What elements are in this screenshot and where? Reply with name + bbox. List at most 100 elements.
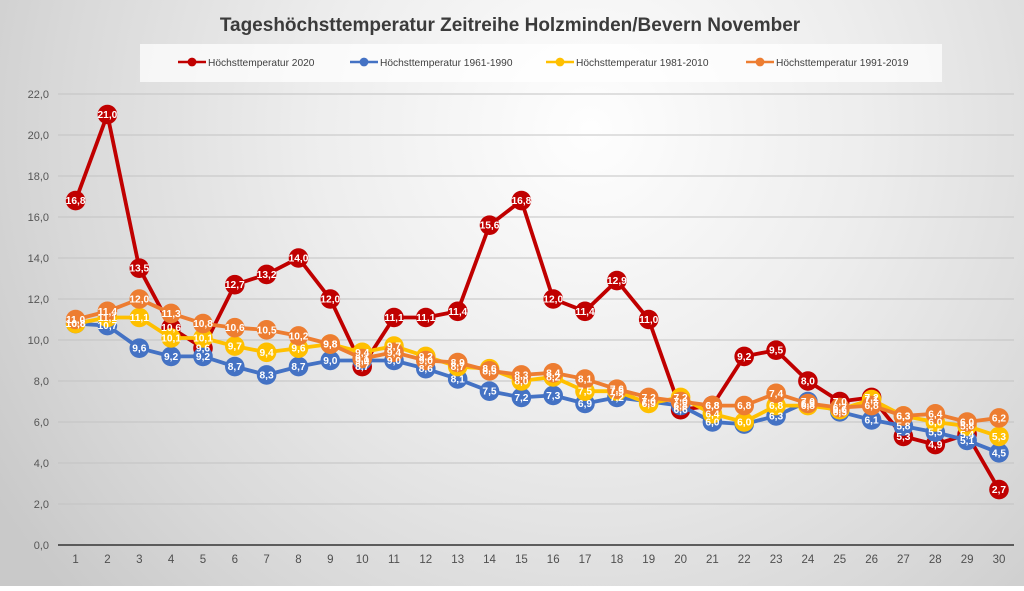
svg-text:12,0: 12,0	[543, 295, 563, 306]
svg-text:21: 21	[706, 554, 719, 566]
svg-text:8,6: 8,6	[482, 364, 496, 375]
svg-text:8,7: 8,7	[291, 362, 305, 373]
svg-text:11,1: 11,1	[416, 313, 436, 324]
svg-text:11,4: 11,4	[575, 307, 595, 318]
svg-text:6,3: 6,3	[896, 411, 910, 422]
svg-text:13,5: 13,5	[129, 264, 149, 275]
svg-text:9,2: 9,2	[737, 352, 751, 363]
svg-text:20: 20	[674, 554, 687, 566]
svg-text:14,0: 14,0	[289, 254, 309, 265]
svg-text:22,0: 22,0	[28, 89, 49, 101]
svg-text:5,3: 5,3	[992, 432, 1006, 443]
svg-text:11,1: 11,1	[98, 313, 118, 324]
svg-text:7,0: 7,0	[674, 397, 688, 408]
svg-text:Höchsttemperatur 1961-1990: Höchsttemperatur 1961-1990	[380, 58, 513, 69]
svg-text:4,5: 4,5	[992, 448, 1006, 459]
svg-text:8,4: 8,4	[546, 368, 560, 379]
svg-text:15,6: 15,6	[480, 221, 500, 232]
svg-text:7: 7	[263, 554, 269, 566]
svg-text:Höchsttemperatur 2020: Höchsttemperatur 2020	[208, 58, 315, 69]
svg-text:9,2: 9,2	[164, 352, 178, 363]
svg-text:8,1: 8,1	[578, 375, 592, 386]
svg-text:11,1: 11,1	[130, 313, 150, 324]
svg-text:9,8: 9,8	[323, 340, 337, 351]
svg-text:6,8: 6,8	[801, 401, 815, 412]
svg-text:12,0: 12,0	[320, 295, 340, 306]
svg-text:2: 2	[104, 554, 110, 566]
svg-text:9,6: 9,6	[132, 344, 146, 355]
svg-text:12,0: 12,0	[28, 294, 49, 306]
svg-text:3: 3	[136, 554, 142, 566]
svg-text:5,4: 5,4	[960, 430, 974, 441]
svg-text:8,0: 8,0	[801, 377, 815, 388]
svg-text:11,1: 11,1	[384, 313, 404, 324]
svg-text:11: 11	[388, 554, 400, 566]
svg-text:8: 8	[295, 554, 301, 566]
svg-text:6,8: 6,8	[737, 401, 751, 412]
svg-text:1: 1	[72, 554, 78, 566]
svg-text:6,3: 6,3	[896, 411, 910, 422]
svg-text:8,7: 8,7	[451, 362, 465, 373]
svg-text:7,0: 7,0	[642, 397, 656, 408]
svg-text:6,9: 6,9	[642, 399, 656, 410]
svg-text:7,0: 7,0	[801, 397, 815, 408]
svg-text:6,8: 6,8	[674, 401, 688, 412]
svg-text:10,6: 10,6	[161, 323, 181, 334]
svg-text:24: 24	[802, 554, 815, 566]
svg-text:9,0: 9,0	[355, 356, 369, 367]
svg-text:23: 23	[770, 554, 783, 566]
svg-text:21,0: 21,0	[97, 110, 117, 121]
svg-text:9,7: 9,7	[228, 342, 242, 353]
svg-text:25: 25	[833, 554, 846, 566]
svg-text:6,8: 6,8	[865, 401, 879, 412]
svg-text:10,8: 10,8	[66, 319, 86, 330]
svg-text:5,5: 5,5	[928, 428, 942, 439]
svg-text:9,0: 9,0	[419, 356, 433, 367]
svg-text:9,2: 9,2	[419, 352, 433, 363]
svg-text:6,7: 6,7	[833, 403, 847, 414]
svg-text:29: 29	[961, 554, 974, 566]
svg-text:10,8: 10,8	[193, 319, 213, 330]
svg-text:4,0: 4,0	[34, 458, 49, 470]
svg-text:7,4: 7,4	[769, 389, 783, 400]
svg-text:9,4: 9,4	[355, 348, 369, 359]
svg-text:Höchsttemperatur 1991-2019: Höchsttemperatur 1991-2019	[776, 58, 909, 69]
svg-text:4,9: 4,9	[928, 440, 942, 451]
svg-text:14: 14	[483, 554, 496, 566]
svg-text:6,4: 6,4	[705, 409, 719, 420]
svg-text:12,7: 12,7	[225, 280, 245, 291]
svg-text:2,7: 2,7	[992, 485, 1006, 496]
svg-text:Tageshöchsttemperatur Zeitreih: Tageshöchsttemperatur Zeitreihe Holzmind…	[220, 15, 801, 36]
svg-text:8,3: 8,3	[514, 370, 528, 381]
svg-text:8,3: 8,3	[260, 370, 274, 381]
svg-text:5,3: 5,3	[896, 432, 910, 443]
svg-text:16,8: 16,8	[511, 196, 531, 207]
svg-text:10,7: 10,7	[97, 321, 117, 332]
svg-text:6,3: 6,3	[769, 411, 783, 422]
svg-text:6,6: 6,6	[833, 405, 847, 416]
svg-text:5,8: 5,8	[960, 422, 974, 433]
svg-text:6,0: 6,0	[928, 418, 942, 429]
svg-text:12,0: 12,0	[129, 295, 149, 306]
svg-text:9: 9	[327, 554, 333, 566]
svg-text:8,0: 8,0	[34, 376, 49, 388]
svg-text:13: 13	[451, 554, 464, 566]
svg-text:8,7: 8,7	[228, 362, 242, 373]
svg-text:7,2: 7,2	[642, 393, 656, 404]
svg-text:7,6: 7,6	[610, 385, 624, 396]
svg-text:Höchsttemperatur 1981-2010: Höchsttemperatur 1981-2010	[576, 58, 709, 69]
svg-text:18: 18	[611, 554, 624, 566]
svg-text:5: 5	[200, 554, 206, 566]
svg-text:16,0: 16,0	[28, 212, 49, 224]
svg-text:8,6: 8,6	[419, 364, 433, 375]
svg-text:6,8: 6,8	[705, 401, 719, 412]
svg-text:6,0: 6,0	[960, 418, 974, 429]
svg-text:11,4: 11,4	[98, 307, 118, 318]
svg-text:6,9: 6,9	[578, 399, 592, 410]
svg-text:10,8: 10,8	[66, 319, 86, 330]
svg-text:6,4: 6,4	[928, 409, 942, 420]
svg-text:6,0: 6,0	[34, 417, 49, 429]
svg-text:13,2: 13,2	[257, 270, 277, 281]
svg-text:11,4: 11,4	[448, 307, 468, 318]
svg-text:22: 22	[738, 554, 751, 566]
